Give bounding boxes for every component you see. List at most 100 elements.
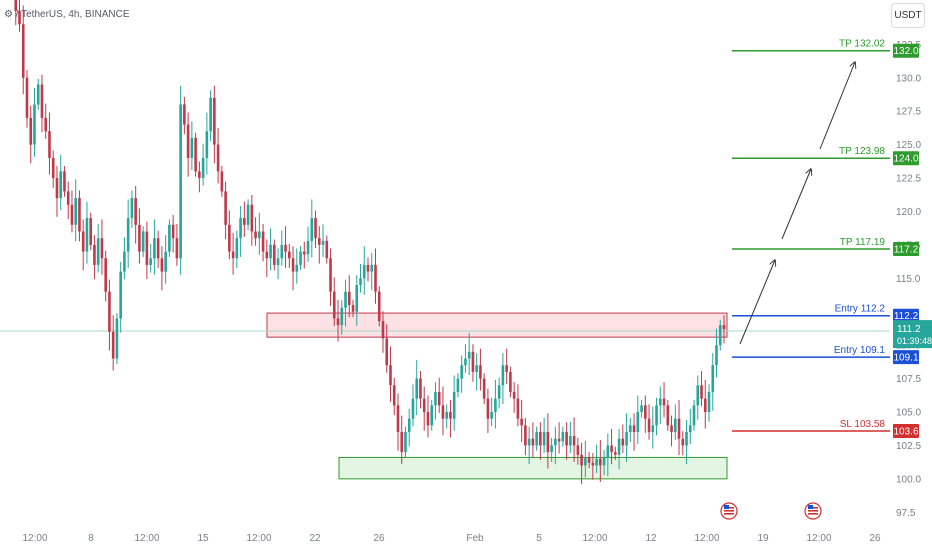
candle <box>111 315 115 371</box>
candle <box>156 230 160 269</box>
tp-badge-2: 117.2 <box>893 242 919 257</box>
candle <box>258 212 261 255</box>
price-axis[interactable]: 97.5100.0102.5105.0107.5110.0115.0117.51… <box>896 40 921 519</box>
candle <box>153 219 156 275</box>
candle <box>51 150 55 188</box>
candle <box>614 446 617 461</box>
x-tick-label: 5 <box>536 533 542 544</box>
y-tick-label: 115.0 <box>896 274 921 285</box>
candle <box>347 275 351 318</box>
candle <box>505 348 508 384</box>
candle <box>703 379 707 429</box>
candle <box>149 243 152 273</box>
us-flag-icon[interactable] <box>804 502 822 520</box>
candle <box>715 328 718 378</box>
levels-layer: TP 132.02 TP 123.98 TP 117.19 Entry 112.2 En… <box>732 39 890 432</box>
candle <box>587 452 591 469</box>
candle <box>591 453 595 480</box>
candle <box>362 246 366 295</box>
candle <box>340 300 344 335</box>
x-tick-label: 26 <box>373 533 385 544</box>
candle <box>314 210 317 248</box>
candle <box>426 395 430 438</box>
entry-label-4: Entry 109.1 <box>834 345 886 356</box>
candle <box>261 223 265 262</box>
candle <box>400 415 404 465</box>
candle <box>550 437 553 462</box>
candle <box>621 424 625 454</box>
candle <box>445 404 448 429</box>
candle <box>321 224 325 257</box>
candle <box>411 384 415 427</box>
candle <box>126 199 130 269</box>
candle <box>29 105 33 164</box>
candle <box>359 264 362 293</box>
candle <box>325 235 329 264</box>
candle <box>190 121 194 171</box>
candle <box>524 417 527 456</box>
candle <box>138 208 141 264</box>
candle <box>306 226 310 262</box>
candle <box>688 408 692 445</box>
x-tick-label: 26 <box>869 533 881 544</box>
candle <box>93 235 96 280</box>
candle <box>130 190 134 228</box>
candle <box>404 426 407 458</box>
candle <box>632 413 636 451</box>
x-tick-label: 22 <box>309 533 321 544</box>
candle <box>677 399 681 456</box>
candle <box>44 103 48 139</box>
candle <box>280 230 284 266</box>
us-flag-icon[interactable] <box>720 502 738 520</box>
projection-arrows <box>739 62 855 345</box>
candle <box>168 219 171 257</box>
y-tick-label: 102.5 <box>896 441 921 452</box>
candle <box>486 388 490 433</box>
svg-text:103.6: 103.6 <box>893 426 918 437</box>
candle <box>673 404 677 440</box>
currency-button[interactable]: USDT <box>891 3 925 28</box>
candle <box>220 165 224 197</box>
candle <box>18 0 21 32</box>
candle <box>40 74 44 133</box>
time-axis[interactable]: 12:00 8 12:00 15 12:00 22 26 Feb 5 12:00 12 12:00 19… <box>22 533 881 544</box>
tp-badge-1: 124.0 <box>893 151 919 166</box>
projection-arrow-1 <box>739 260 775 345</box>
candle <box>186 112 190 177</box>
y-tick-label: 97.5 <box>896 508 916 519</box>
projection-arrow-3 <box>819 62 855 150</box>
candle <box>602 449 606 476</box>
candle <box>599 440 602 482</box>
candle <box>430 399 434 431</box>
candle <box>59 154 63 211</box>
resistance-zone <box>266 312 728 338</box>
candle-countdown: 01:39:48 <box>897 336 932 346</box>
svg-text:132.0: 132.0 <box>893 46 918 57</box>
tp-label-2: TP 117.19 <box>840 237 886 248</box>
candle <box>617 428 621 470</box>
candle <box>288 243 291 269</box>
candle <box>467 333 471 376</box>
candle <box>449 399 452 438</box>
x-tick-label: 12:00 <box>134 533 159 544</box>
candle <box>692 399 696 431</box>
zones-layer <box>266 312 728 480</box>
candle <box>681 431 685 456</box>
candle <box>561 426 565 447</box>
x-tick-label: Feb <box>466 533 484 544</box>
x-tick-label: 8 <box>88 533 94 544</box>
svg-text:112.2: 112.2 <box>894 311 919 322</box>
current-price-value: 111.2 <box>897 324 921 335</box>
x-tick-label: 12:00 <box>694 533 719 544</box>
candle <box>700 370 703 407</box>
y-tick-label: 107.5 <box>896 374 921 385</box>
candle <box>595 444 598 474</box>
candle <box>265 239 269 277</box>
candle <box>685 420 688 465</box>
candle <box>557 422 561 454</box>
events-layer[interactable] <box>720 502 822 520</box>
candle <box>284 226 287 269</box>
candle <box>366 257 370 282</box>
tp-label-1: TP 123.98 <box>839 146 885 157</box>
